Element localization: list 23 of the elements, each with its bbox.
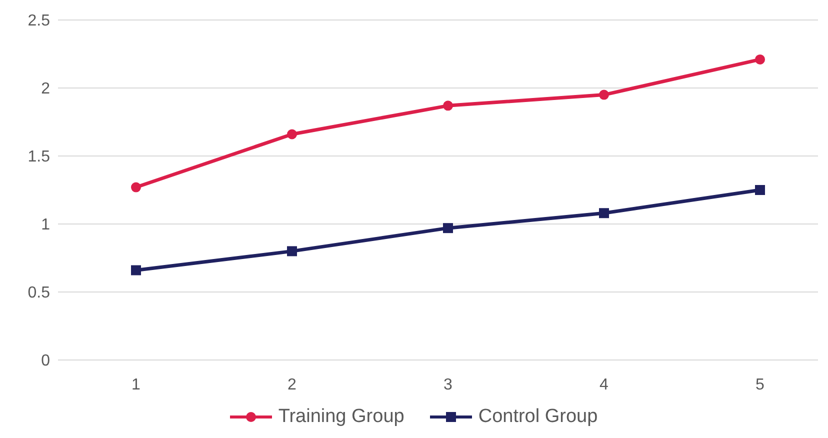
x-tick-label: 1 (132, 376, 141, 394)
y-tick-label: 0.5 (28, 284, 50, 302)
x-tick-label: 2 (288, 376, 297, 394)
y-tick-label: 1 (41, 216, 50, 234)
x-tick-label: 5 (756, 376, 765, 394)
point (599, 208, 609, 218)
x-tick-label: 3 (444, 376, 453, 394)
point (755, 185, 765, 195)
point (131, 182, 141, 192)
y-tick-label: 1.5 (28, 148, 50, 166)
legend-label: Training Group (277, 406, 404, 428)
y-tick-label: 2 (41, 80, 50, 98)
y-tick-label: 0 (41, 352, 50, 370)
point (287, 246, 297, 256)
point (287, 129, 297, 140)
point (131, 265, 141, 276)
legend-label: Control Group (477, 406, 598, 428)
point (443, 100, 453, 111)
point (599, 90, 609, 100)
x-tick-label: 4 (600, 376, 609, 394)
point (755, 54, 765, 64)
y-tick-label: 2.5 (28, 12, 50, 30)
point (443, 223, 453, 234)
